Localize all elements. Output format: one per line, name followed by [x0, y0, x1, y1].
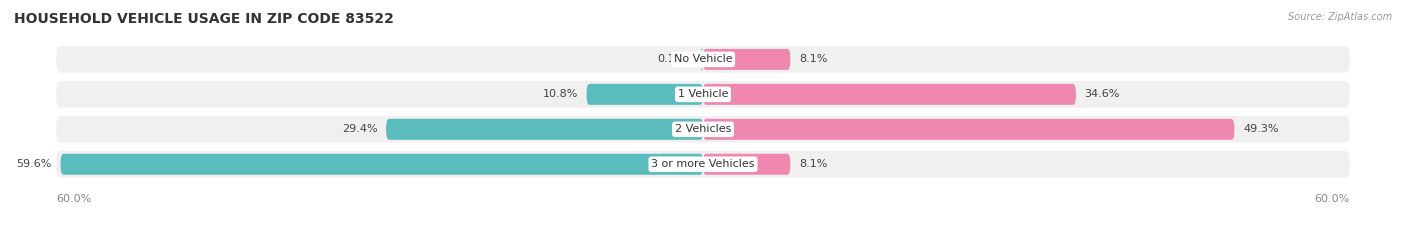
- Text: 3 or more Vehicles: 3 or more Vehicles: [651, 159, 755, 169]
- FancyBboxPatch shape: [56, 46, 1350, 73]
- Text: 8.1%: 8.1%: [799, 55, 827, 64]
- FancyBboxPatch shape: [56, 151, 1350, 178]
- Text: 0.19%: 0.19%: [657, 55, 692, 64]
- Text: 60.0%: 60.0%: [1315, 194, 1350, 204]
- FancyBboxPatch shape: [56, 116, 1350, 143]
- FancyBboxPatch shape: [703, 49, 790, 70]
- Text: 49.3%: 49.3%: [1243, 124, 1278, 134]
- FancyBboxPatch shape: [703, 154, 790, 175]
- Text: No Vehicle: No Vehicle: [673, 55, 733, 64]
- FancyBboxPatch shape: [703, 84, 1076, 105]
- Text: HOUSEHOLD VEHICLE USAGE IN ZIP CODE 83522: HOUSEHOLD VEHICLE USAGE IN ZIP CODE 8352…: [14, 12, 394, 26]
- Text: 29.4%: 29.4%: [342, 124, 377, 134]
- Text: 34.6%: 34.6%: [1084, 89, 1121, 99]
- Text: 1 Vehicle: 1 Vehicle: [678, 89, 728, 99]
- Text: Source: ZipAtlas.com: Source: ZipAtlas.com: [1288, 12, 1392, 22]
- Text: 60.0%: 60.0%: [56, 194, 91, 204]
- FancyBboxPatch shape: [387, 119, 703, 140]
- FancyBboxPatch shape: [60, 154, 703, 175]
- FancyBboxPatch shape: [703, 119, 1234, 140]
- Text: 10.8%: 10.8%: [543, 89, 578, 99]
- Text: 2 Vehicles: 2 Vehicles: [675, 124, 731, 134]
- Text: 8.1%: 8.1%: [799, 159, 827, 169]
- Text: 59.6%: 59.6%: [17, 159, 52, 169]
- FancyBboxPatch shape: [586, 84, 703, 105]
- FancyBboxPatch shape: [700, 49, 704, 70]
- FancyBboxPatch shape: [56, 81, 1350, 108]
